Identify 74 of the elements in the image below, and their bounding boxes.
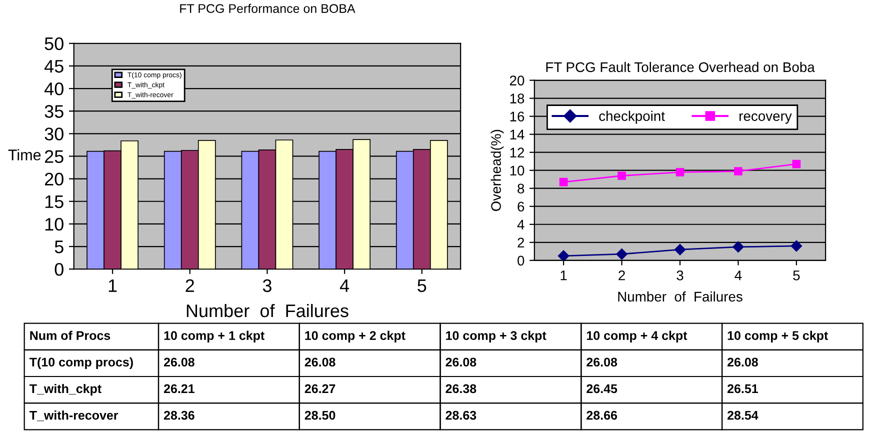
data-label: 26.08 [446, 358, 476, 367]
data-label: 26.08 [586, 358, 618, 367]
legend-label: recovery [740, 113, 792, 124]
chart-title: FT PCG Fault Tolerance Overhead on Boba [546, 62, 815, 72]
y-tick-label: 14 [510, 130, 524, 140]
y-tick-label: 25 [44, 150, 64, 163]
point [558, 250, 570, 260]
data-label: 28.50 [304, 410, 336, 420]
y-tick-label: 20 [44, 172, 64, 186]
data-label: 26.08 [164, 358, 194, 367]
text: T_with_ckpt [30, 384, 102, 396]
x-tick-label: 1 [108, 279, 117, 292]
y-tick-label: 0 [518, 256, 524, 266]
data-label: 28.66 [586, 410, 618, 420]
data-label: 26.27 [304, 384, 336, 394]
y-tick-label: 2 [518, 238, 524, 248]
x-tick-label: 1 [560, 270, 567, 280]
y-tick-label: 10 [510, 166, 524, 176]
y-tick-label: 8 [518, 184, 524, 194]
data-label: 26.21 [164, 384, 194, 394]
y-tick-label: 6 [518, 202, 524, 212]
point [618, 172, 626, 180]
chart-title: FT PCG Performance on BOBA [180, 4, 356, 13]
x-tick-label: 3 [262, 279, 272, 292]
point [792, 160, 801, 168]
y-tick-label: 45 [44, 60, 64, 73]
point [790, 240, 802, 252]
y-tick-label: 5 [54, 240, 64, 254]
data-label: 26.08 [304, 358, 336, 367]
y-tick-label: 16 [510, 112, 524, 122]
category-label: 10 comp + 3 ckpt [446, 330, 546, 342]
x-tick-label: 2 [186, 279, 194, 292]
legend-label: checkpoint [599, 110, 665, 124]
point [734, 167, 742, 176]
data-label: 26.51 [728, 384, 758, 394]
text: T_with-recover [30, 410, 118, 422]
point [559, 178, 568, 186]
category-label: 10 comp + 4 ckpt [586, 330, 688, 342]
data-label: 28.36 [164, 410, 194, 420]
y-tick-label: 35 [44, 105, 64, 118]
y-axis-title: Overhead(%) [490, 130, 504, 211]
category-label: 10 comp + 1 ckpt [164, 330, 264, 342]
x-tick-label: 4 [734, 270, 742, 280]
y-tick-label: 15 [45, 195, 64, 208]
y-tick-label: 30 [44, 128, 64, 140]
data-label: 28.54 [728, 410, 758, 420]
y-tick-label: 50 [44, 37, 64, 50]
x-tick-label: 5 [418, 279, 426, 292]
x-tick-label: 4 [340, 279, 350, 292]
point [676, 168, 684, 176]
y-tick-label: 12 [510, 148, 524, 158]
point [616, 248, 628, 260]
y-tick-label: 4 [517, 220, 524, 230]
data-label: 26.38 [446, 384, 476, 394]
data-label: 28.63 [446, 410, 476, 420]
category-label: 10 comp + 2 ckpt [305, 330, 406, 342]
x-tick-label: 3 [676, 270, 684, 280]
y-axis-title: Time [8, 149, 41, 160]
x-axis-title: Number of Failures [618, 291, 742, 302]
y-tick-label: 40 [44, 82, 64, 96]
point [732, 241, 744, 252]
point [674, 244, 686, 256]
x-tick-label: 2 [618, 270, 625, 280]
data-label: 26.08 [728, 358, 758, 367]
y-tick-label: 10 [45, 218, 64, 231]
data-label: 26.45 [586, 384, 618, 394]
y-tick-label: 18 [510, 94, 524, 104]
x-axis-title: Number of Failures [186, 304, 348, 318]
x-tick-label: 5 [793, 270, 800, 280]
y-tick-label: 0 [54, 263, 64, 276]
text: Num of Procs [30, 330, 110, 340]
text: T(10 comp procs) [30, 357, 133, 370]
y-tick-label: 20 [510, 76, 524, 86]
category-label: 10 comp + 5 ckpt [728, 330, 828, 342]
